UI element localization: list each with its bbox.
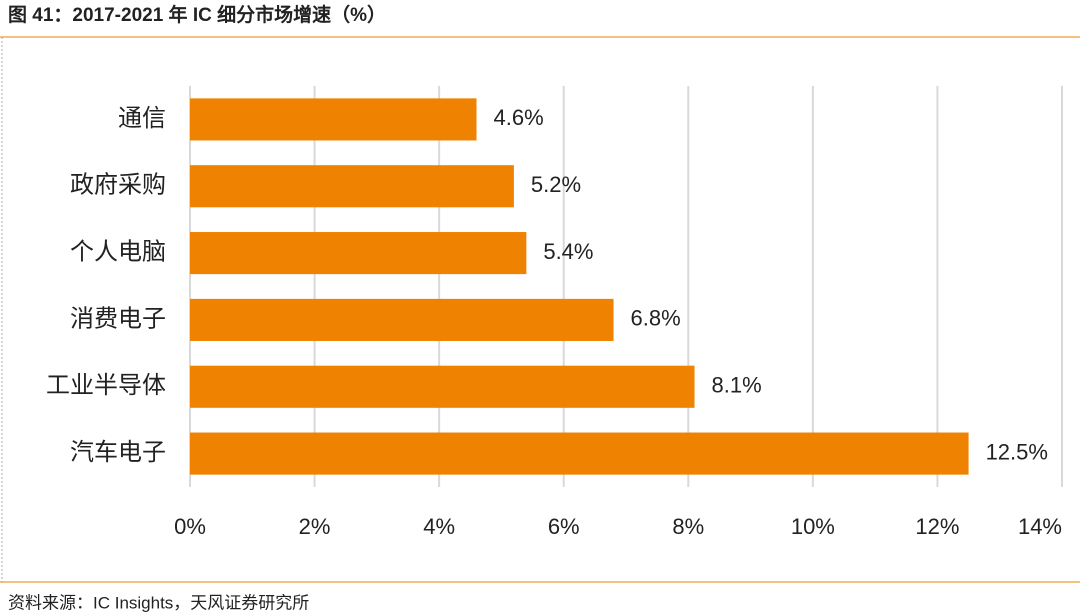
bar	[190, 165, 514, 208]
value-label: 6.8%	[631, 306, 681, 331]
value-label: 8.1%	[712, 373, 762, 398]
x-tick-label: 6%	[548, 514, 580, 539]
bar	[190, 98, 477, 141]
value-label: 12.5%	[986, 439, 1048, 464]
value-label: 5.2%	[531, 172, 581, 197]
x-tick-label: 8%	[672, 514, 704, 539]
y-tick-label: 工业半导体	[46, 372, 166, 399]
bar	[190, 432, 969, 475]
source-note: 资料来源：IC Insights，天风证券研究所	[8, 593, 309, 612]
y-tick-label: 通信	[118, 105, 166, 132]
bar	[190, 298, 614, 341]
figure-title: 图 41：2017-2021 年 IC 细分市场增速（%）	[8, 3, 386, 26]
bar	[190, 365, 695, 408]
x-tick-label: 4%	[423, 514, 455, 539]
x-tick-label: 12%	[915, 514, 959, 539]
y-tick-label: 消费电子	[70, 305, 166, 332]
x-tick-label: 2%	[299, 514, 331, 539]
y-tick-label: 汽车电子	[70, 439, 166, 466]
x-tick-label: 14%	[1018, 514, 1062, 539]
x-tick-label: 10%	[791, 514, 835, 539]
y-tick-label: 政府采购	[70, 172, 166, 199]
y-tick-label: 个人电脑	[70, 238, 166, 265]
value-label: 5.4%	[543, 239, 593, 264]
bar	[190, 232, 527, 275]
value-label: 4.6%	[494, 105, 544, 130]
x-tick-label: 0%	[174, 514, 206, 539]
